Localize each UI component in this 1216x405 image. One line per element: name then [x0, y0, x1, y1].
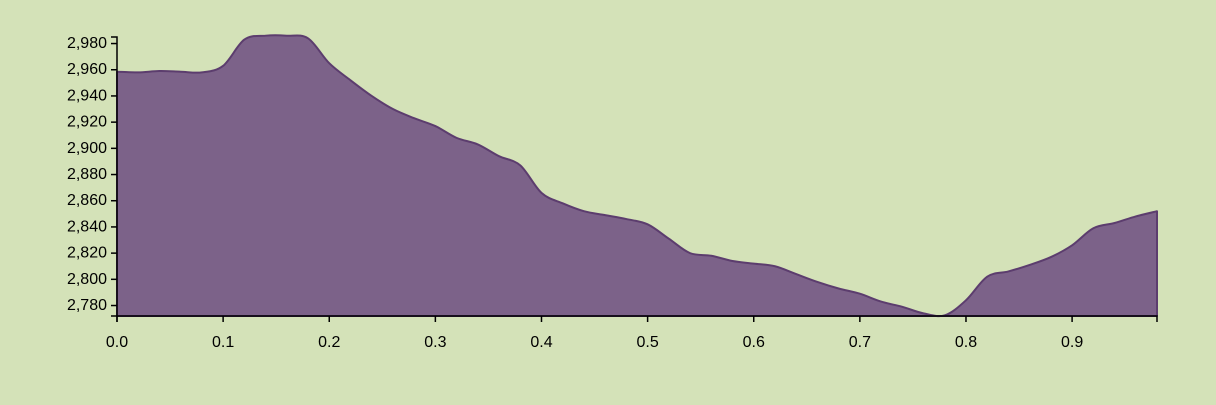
y-tick-label: 2,960	[67, 61, 107, 78]
y-tick-label: 2,940	[67, 87, 107, 104]
y-tick-label: 2,780	[67, 297, 107, 314]
y-tick-label: 2,820	[67, 245, 107, 262]
x-tick-label: 0.5	[636, 334, 658, 351]
x-tick-label: 0.4	[530, 334, 552, 351]
x-tick-label: 0.8	[955, 334, 977, 351]
y-tick-label: 2,920	[67, 114, 107, 131]
x-axis: 0.0 0.1 0.2 0.3 0.4 0.5 0.6 0.7 0.8 0.9	[106, 315, 1158, 351]
y-axis: 2,780 2,800 2,820 2,840 2,860 2,880 2,900 2,920…	[67, 35, 118, 317]
x-tick-label: 0.3	[424, 334, 446, 351]
y-tick-label: 2,840	[67, 218, 107, 235]
x-tick-label: 0.6	[743, 334, 765, 351]
x-tick-label: 0.7	[849, 334, 871, 351]
x-tick-label: 0.1	[212, 334, 234, 351]
y-axis-line	[111, 36, 118, 317]
x-tick-label: 0.2	[318, 334, 340, 351]
y-tick-label: 2,800	[67, 271, 107, 288]
y-tick-label: 2,980	[67, 35, 107, 52]
x-tick-label: 0.0	[106, 334, 128, 351]
y-tick-label: 2,880	[67, 166, 107, 183]
x-tick-label: 0.9	[1061, 334, 1083, 351]
y-tick-label: 2,860	[67, 192, 107, 209]
y-tick-label: 2,900	[67, 140, 107, 157]
area-series	[116, 34, 1158, 318]
